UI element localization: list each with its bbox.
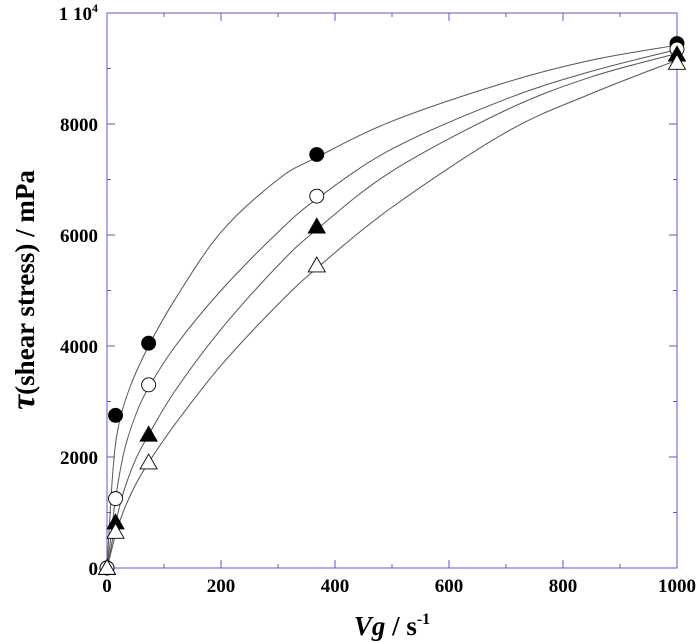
x-tick-label: 1000 xyxy=(658,576,696,597)
data-point-open-triangle xyxy=(139,453,158,470)
x-tick-label: 800 xyxy=(549,576,578,597)
x-tick-labels: 0 200 400 600 800 1000 xyxy=(102,576,696,597)
x-tick-label: 400 xyxy=(321,576,350,597)
data-point-open-triangle xyxy=(307,256,327,273)
data-point-open-circle xyxy=(108,491,124,507)
data-point-open-triangle xyxy=(667,53,687,70)
data-point-filled-circle xyxy=(141,335,157,351)
fit-curve-open-circle xyxy=(106,49,678,569)
data-point-filled-circle xyxy=(309,147,325,162)
data-point-filled-triangle xyxy=(139,425,158,442)
axis-ticks xyxy=(106,13,678,569)
y-tick-label: 6000 xyxy=(60,226,98,247)
data-point-open-triangle xyxy=(106,522,125,539)
y-tick-label: 4000 xyxy=(60,337,98,358)
fit-curve-filled-triangle xyxy=(106,53,678,569)
x-tick-label: 600 xyxy=(435,576,464,597)
x-tick-label: 200 xyxy=(207,576,236,597)
plot-frame xyxy=(106,12,678,569)
fit-curves xyxy=(106,44,678,569)
data-point-filled-triangle xyxy=(307,217,327,234)
x-tick-label: 0 xyxy=(102,576,112,597)
data-point-open-circle xyxy=(141,377,157,393)
y-tick-label: 8000 xyxy=(60,115,98,136)
data-markers xyxy=(97,36,687,576)
data-point-open-triangle xyxy=(97,558,117,575)
y-axis-title: τ(shear stress) / mPa xyxy=(5,170,42,410)
y-tick-labels: 0 2000 4000 6000 8000 xyxy=(60,115,98,580)
x-axis-title: Vg / s-1 xyxy=(354,611,430,641)
fit-curve-filled-circle xyxy=(106,44,678,569)
y-tick-label: 0 xyxy=(89,559,99,580)
data-point-open-circle xyxy=(309,188,325,204)
y-tick-label: 2000 xyxy=(60,448,98,469)
y-top-label: 1 104 xyxy=(59,1,98,25)
data-point-filled-circle xyxy=(108,407,124,423)
fit-curve-open-triangle xyxy=(106,59,678,569)
